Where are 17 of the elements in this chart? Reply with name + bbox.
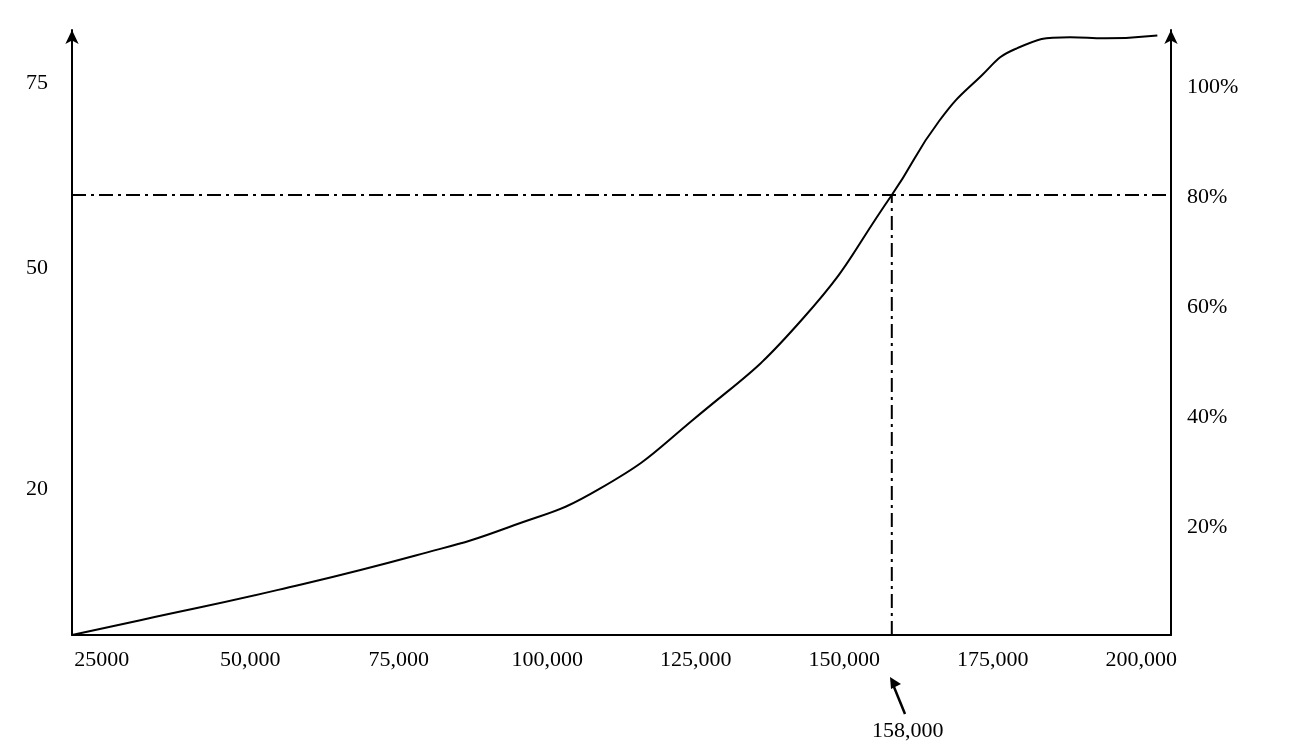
y-tick-label: 20: [26, 474, 48, 500]
text: 158,000: [872, 717, 944, 742]
y-tick-label: 75: [26, 69, 48, 95]
x-tick-label: 125,000: [660, 645, 732, 671]
x-tick-label: 175,000: [957, 645, 1029, 671]
x-tick-label: 200,000: [1105, 645, 1178, 671]
x-tick-label: 100,000: [511, 645, 583, 671]
y2-tick-label: 80%: [1187, 182, 1228, 208]
y-tick-label: 50: [26, 253, 48, 279]
x-tick-label: 75,000: [368, 645, 429, 671]
x-tick-label: 25000: [74, 645, 130, 671]
y2-tick-label: 100%: [1187, 72, 1239, 98]
y2-tick-label: 20%: [1187, 512, 1228, 538]
y2-tick-label: 40%: [1187, 402, 1228, 428]
x-tick-label: 150,000: [808, 645, 881, 671]
y2-tick-label: 60%: [1187, 292, 1228, 318]
x-tick-label: 50,000: [219, 645, 281, 671]
